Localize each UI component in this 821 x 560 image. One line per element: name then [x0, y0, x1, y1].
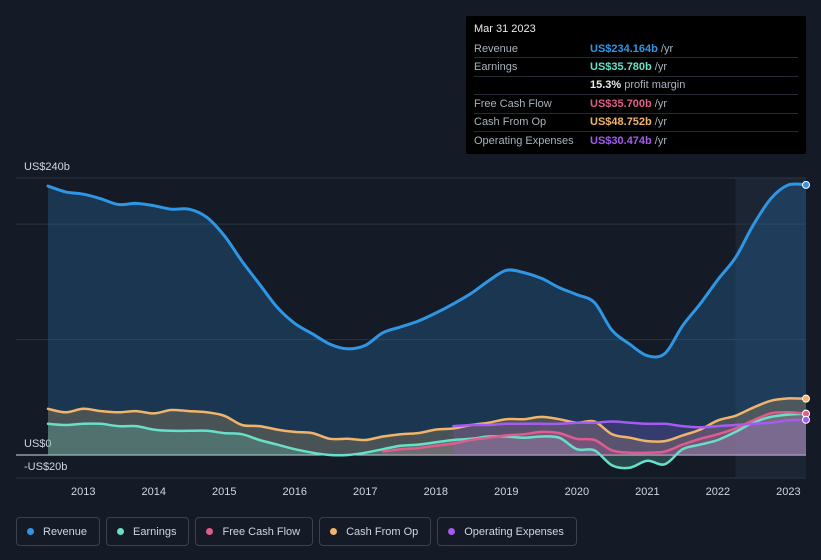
tooltip-date: Mar 31 2023	[474, 23, 536, 35]
y-tick-label: US$240b	[24, 161, 70, 173]
tooltip-row: Earnings US$35.780b/yr	[474, 57, 798, 75]
tooltip-row-unit: /yr	[654, 134, 667, 147]
legend-item-earnings[interactable]: Earnings	[106, 517, 190, 546]
x-tick-label: 2019	[494, 486, 518, 498]
cash-from-op-area	[48, 398, 806, 455]
tooltip-row-label: Revenue	[474, 42, 519, 55]
tooltip-row-value: US$35.780b	[590, 61, 652, 74]
tooltip-row-label: Free Cash Flow	[474, 97, 552, 110]
legend-label: Free Cash Flow	[222, 525, 301, 538]
tooltip-row: Cash From Op US$48.752b/yr	[474, 112, 798, 131]
y-tick-label: -US$20b	[24, 461, 67, 473]
legend-item-revenue[interactable]: Revenue	[16, 517, 101, 546]
y-tick-label: US$0	[24, 438, 52, 450]
legend-dot-icon	[27, 528, 34, 535]
tooltip-row-value: US$48.752b	[590, 116, 652, 129]
tooltip-row-value: US$30.474b	[590, 134, 652, 147]
tooltip-row-label: Operating Expenses	[474, 134, 574, 147]
tooltip-row: Operating Expenses US$30.474b/yr	[474, 130, 798, 149]
legend-label: Revenue	[43, 525, 88, 538]
tooltip-row-value: US$234.164b	[590, 42, 658, 55]
highlight-region	[735, 178, 806, 478]
x-tick-label: 2014	[142, 486, 166, 498]
legend-dot-icon	[330, 528, 338, 535]
tooltip-row-label: Earnings	[474, 61, 518, 74]
chart-legend: Revenue Earnings Free Cash Flow Cash From O…	[16, 517, 577, 546]
tooltip-row: Free Cash Flow US$35.700b/yr	[474, 94, 798, 112]
tooltip-row-unit: /yr	[654, 97, 667, 110]
x-tick-label: 2020	[565, 486, 589, 498]
tooltip-row-unit: profit margin	[624, 79, 686, 92]
free-cash-flow-line	[381, 410, 808, 455]
tooltip-row: 15.3% profit margin	[474, 75, 798, 94]
legend-label: Earnings	[133, 525, 177, 538]
x-tick-label: 2017	[353, 486, 377, 498]
legend-label: Operating Expenses	[464, 525, 564, 538]
revenue-area	[48, 183, 806, 455]
x-tick-label: 2015	[212, 486, 236, 498]
tooltip-row: Revenue US$234.164b/yr	[474, 40, 798, 57]
legend-item-cash-from-op[interactable]: Cash From Op	[319, 517, 432, 546]
legend-item-operating-expenses[interactable]: Operating Expenses	[437, 517, 577, 546]
legend-label: Cash From Op	[346, 525, 419, 538]
legend-dot-icon	[448, 528, 456, 535]
operating-expenses-line	[452, 418, 808, 429]
cash-from-op-line	[46, 397, 808, 443]
operating-expenses-end-marker	[802, 415, 810, 424]
tooltip-row-label: Cash From Op	[474, 116, 547, 129]
legend-dot-icon	[117, 528, 125, 535]
tooltip-panel: Mar 31 2023 Revenue US$234.164b/yr Earning…	[466, 16, 806, 154]
cash-from-op-end-marker	[802, 394, 810, 403]
x-tick-label: 2023	[776, 486, 800, 498]
x-tick-label: 2013	[71, 486, 95, 498]
legend-dot-icon	[206, 528, 214, 535]
x-tick-label: 2021	[635, 486, 659, 498]
tooltip-row-value: US$35.700b	[590, 97, 652, 110]
tooltip-row-value: 15.3%	[590, 79, 622, 92]
tooltip-row-unit: /yr	[654, 61, 667, 74]
x-tick-label: 2018	[424, 486, 448, 498]
tooltip-row-unit: /yr	[654, 116, 667, 129]
x-tick-label: 2022	[706, 486, 730, 498]
revenue-line	[46, 182, 808, 359]
revenue-end-marker	[802, 180, 810, 189]
earnings-line	[46, 412, 808, 470]
earnings-area	[48, 413, 806, 469]
legend-item-free-cash-flow[interactable]: Free Cash Flow	[195, 517, 314, 546]
x-tick-label: 2016	[283, 486, 307, 498]
tooltip-row-unit: /yr	[660, 42, 674, 55]
